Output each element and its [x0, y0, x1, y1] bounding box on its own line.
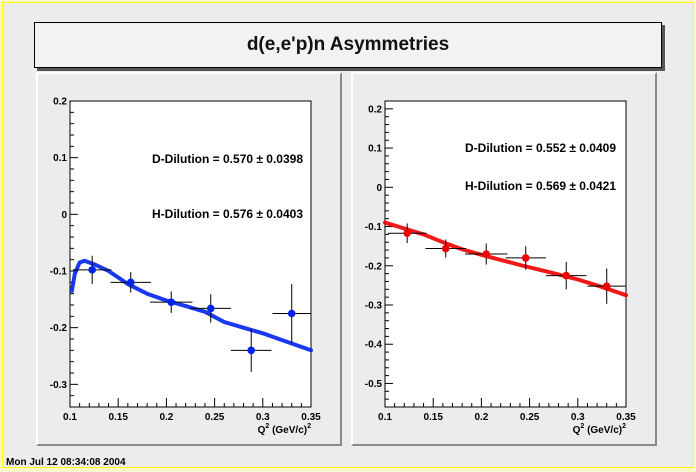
- y-tick-label: -0.1: [365, 222, 383, 233]
- y-tick-label: -0.4: [365, 340, 383, 351]
- y-tick-label: -0.5: [365, 379, 383, 390]
- data-point: [602, 282, 611, 290]
- x-tick-label: 0.2: [474, 412, 488, 423]
- y-tick-label: 0: [61, 210, 67, 221]
- data-point: [167, 298, 176, 306]
- x-tick-label: 0.25: [520, 412, 540, 423]
- data-point: [482, 250, 491, 258]
- data-point: [247, 346, 256, 355]
- data-point: [521, 254, 530, 262]
- timestamp: Mon Jul 12 08:34:08 2004: [6, 457, 126, 468]
- x-tick-label: 0.3: [256, 412, 270, 423]
- dilution-annotation: H-Dilution = 0.569 ± 0.0421: [465, 179, 616, 193]
- x-tick-label: 0.3: [571, 412, 585, 423]
- plot-area: [69, 100, 312, 408]
- y-tick-label: 0.1: [368, 144, 382, 155]
- x-axis-label: Q2 (GeV/c)2: [258, 423, 311, 436]
- fit-curve: [383, 220, 628, 298]
- data-point: [403, 229, 411, 238]
- x-tick-label: 0.15: [108, 412, 128, 423]
- x-tick-label: 0.15: [423, 412, 443, 423]
- data-point: [441, 244, 450, 253]
- x-tick-label: 0.1: [63, 412, 77, 423]
- y-tick-label: 0.1: [53, 153, 67, 164]
- data-point: [126, 278, 135, 287]
- x-tick-label: 0.35: [616, 412, 636, 423]
- dilution-annotation: H-Dilution = 0.576 ± 0.0403: [152, 207, 303, 221]
- x-tick-label: 0.1: [378, 412, 392, 423]
- x-tick-label: 0.25: [205, 412, 225, 423]
- fit-curve: [69, 258, 313, 353]
- y-tick-label: -0.2: [365, 261, 383, 272]
- y-tick-label: 0.2: [368, 104, 382, 115]
- y-tick-label: -0.2: [50, 323, 68, 334]
- dilution-annotation: D-Dilution = 0.552 ± 0.0409: [465, 141, 616, 155]
- title-box: d(e,e'p)n Asymmetries: [34, 22, 662, 68]
- y-tick-label: 0.2: [53, 97, 67, 108]
- x-axis-label: Q2 (GeV/c)2: [573, 423, 626, 436]
- dilution-annotation: D-Dilution = 0.570 ± 0.0398: [152, 152, 303, 166]
- y-tick-label: -0.3: [365, 301, 383, 312]
- data-point: [206, 304, 215, 313]
- page-title: d(e,e'p)n Asymmetries: [246, 34, 450, 55]
- data-point: [562, 271, 571, 280]
- y-tick-label: 0: [376, 183, 382, 194]
- data-point: [88, 266, 96, 274]
- data-point: [287, 309, 296, 318]
- x-tick-label: 0.35: [301, 412, 321, 423]
- y-tick-label: -0.3: [50, 380, 68, 391]
- y-tick-label: -0.1: [50, 267, 68, 278]
- x-tick-label: 0.2: [159, 412, 173, 423]
